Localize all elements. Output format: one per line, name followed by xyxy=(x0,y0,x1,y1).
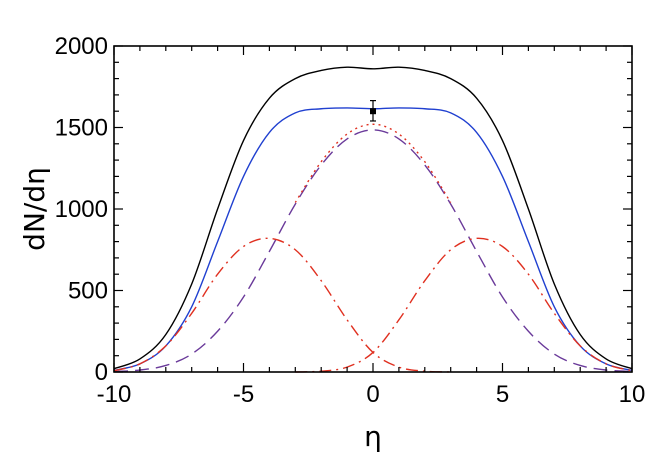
y-axis-title: dN/dη xyxy=(18,167,51,251)
x-tick-label: 5 xyxy=(496,381,509,408)
series-line-6 xyxy=(295,237,633,373)
plot-frame xyxy=(113,45,633,373)
x-tick-label: -10 xyxy=(97,381,132,408)
curves-layer xyxy=(113,66,633,373)
x-tick-label: -5 xyxy=(233,381,254,408)
y-tick-label: 0 xyxy=(95,359,108,386)
data-point-marker xyxy=(370,108,376,115)
series-line-5 xyxy=(113,237,451,373)
series-line-2 xyxy=(113,107,633,372)
x-tick-label: 10 xyxy=(619,381,646,408)
series-line-4 xyxy=(294,123,452,203)
data-point-layer xyxy=(370,100,376,122)
ticks-layer xyxy=(113,45,633,373)
y-tick-label: 500 xyxy=(68,278,108,305)
y-tick-label: 2000 xyxy=(55,33,108,60)
y-tick-label: 1500 xyxy=(55,115,108,142)
y-tick-labels: 0 500 1000 1500 2000 xyxy=(55,33,108,386)
x-tick-label: 0 xyxy=(366,381,379,408)
y-tick-label: 1000 xyxy=(55,196,108,223)
series-line-3 xyxy=(113,129,633,373)
x-axis-title: η xyxy=(364,420,382,453)
x-tick-labels: -10 -5 0 5 10 xyxy=(97,381,646,408)
series-line-1 xyxy=(113,66,633,370)
